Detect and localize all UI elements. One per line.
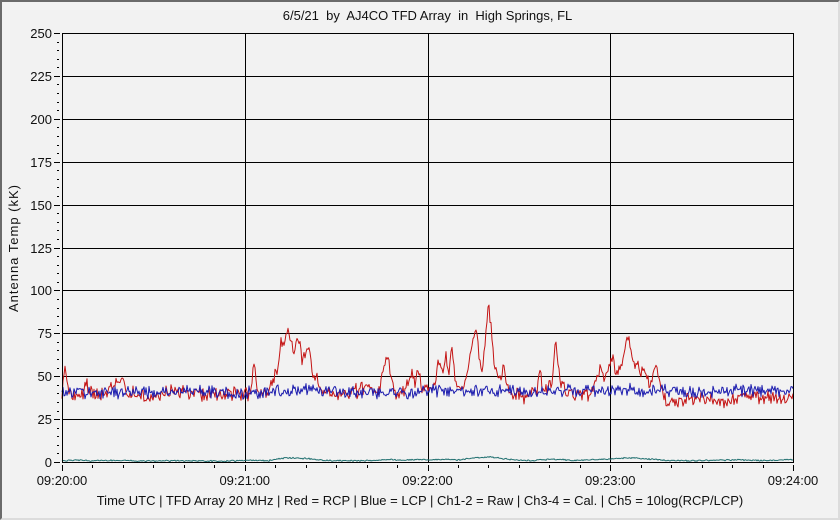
- trace-2: [61, 456, 794, 463]
- y-tick-label: 50: [37, 369, 52, 385]
- y-tick-label: 0: [44, 455, 52, 470]
- y-tick-label: 75: [37, 326, 52, 342]
- y-tick-label: 150: [30, 197, 52, 213]
- trace-1: [61, 382, 794, 400]
- y-tick-label: 250: [30, 26, 52, 41]
- chart-title: 6/5/21 by AJ4CO TFD Array in High Spring…: [282, 8, 573, 23]
- y-tick-label: 100: [30, 283, 52, 299]
- y-tick-label: 25: [37, 412, 52, 428]
- plot-frame: [62, 33, 794, 463]
- x-tick-label: 09:24:00: [767, 473, 819, 488]
- x-tick-label: 09:21:00: [219, 473, 271, 488]
- y-tick-label: 125: [30, 240, 52, 256]
- x-tick-label: 09:20:00: [36, 473, 88, 488]
- y-tick-label: 175: [30, 154, 52, 170]
- y-tick-label: 200: [30, 111, 52, 127]
- footer-caption: Time UTC | TFD Array 20 MHz | Red = RCP …: [96, 493, 744, 508]
- x-tick-label: 09:23:00: [584, 473, 636, 488]
- x-tick-label: 09:22:00: [402, 473, 453, 488]
- y-tick-label: 225: [30, 68, 52, 84]
